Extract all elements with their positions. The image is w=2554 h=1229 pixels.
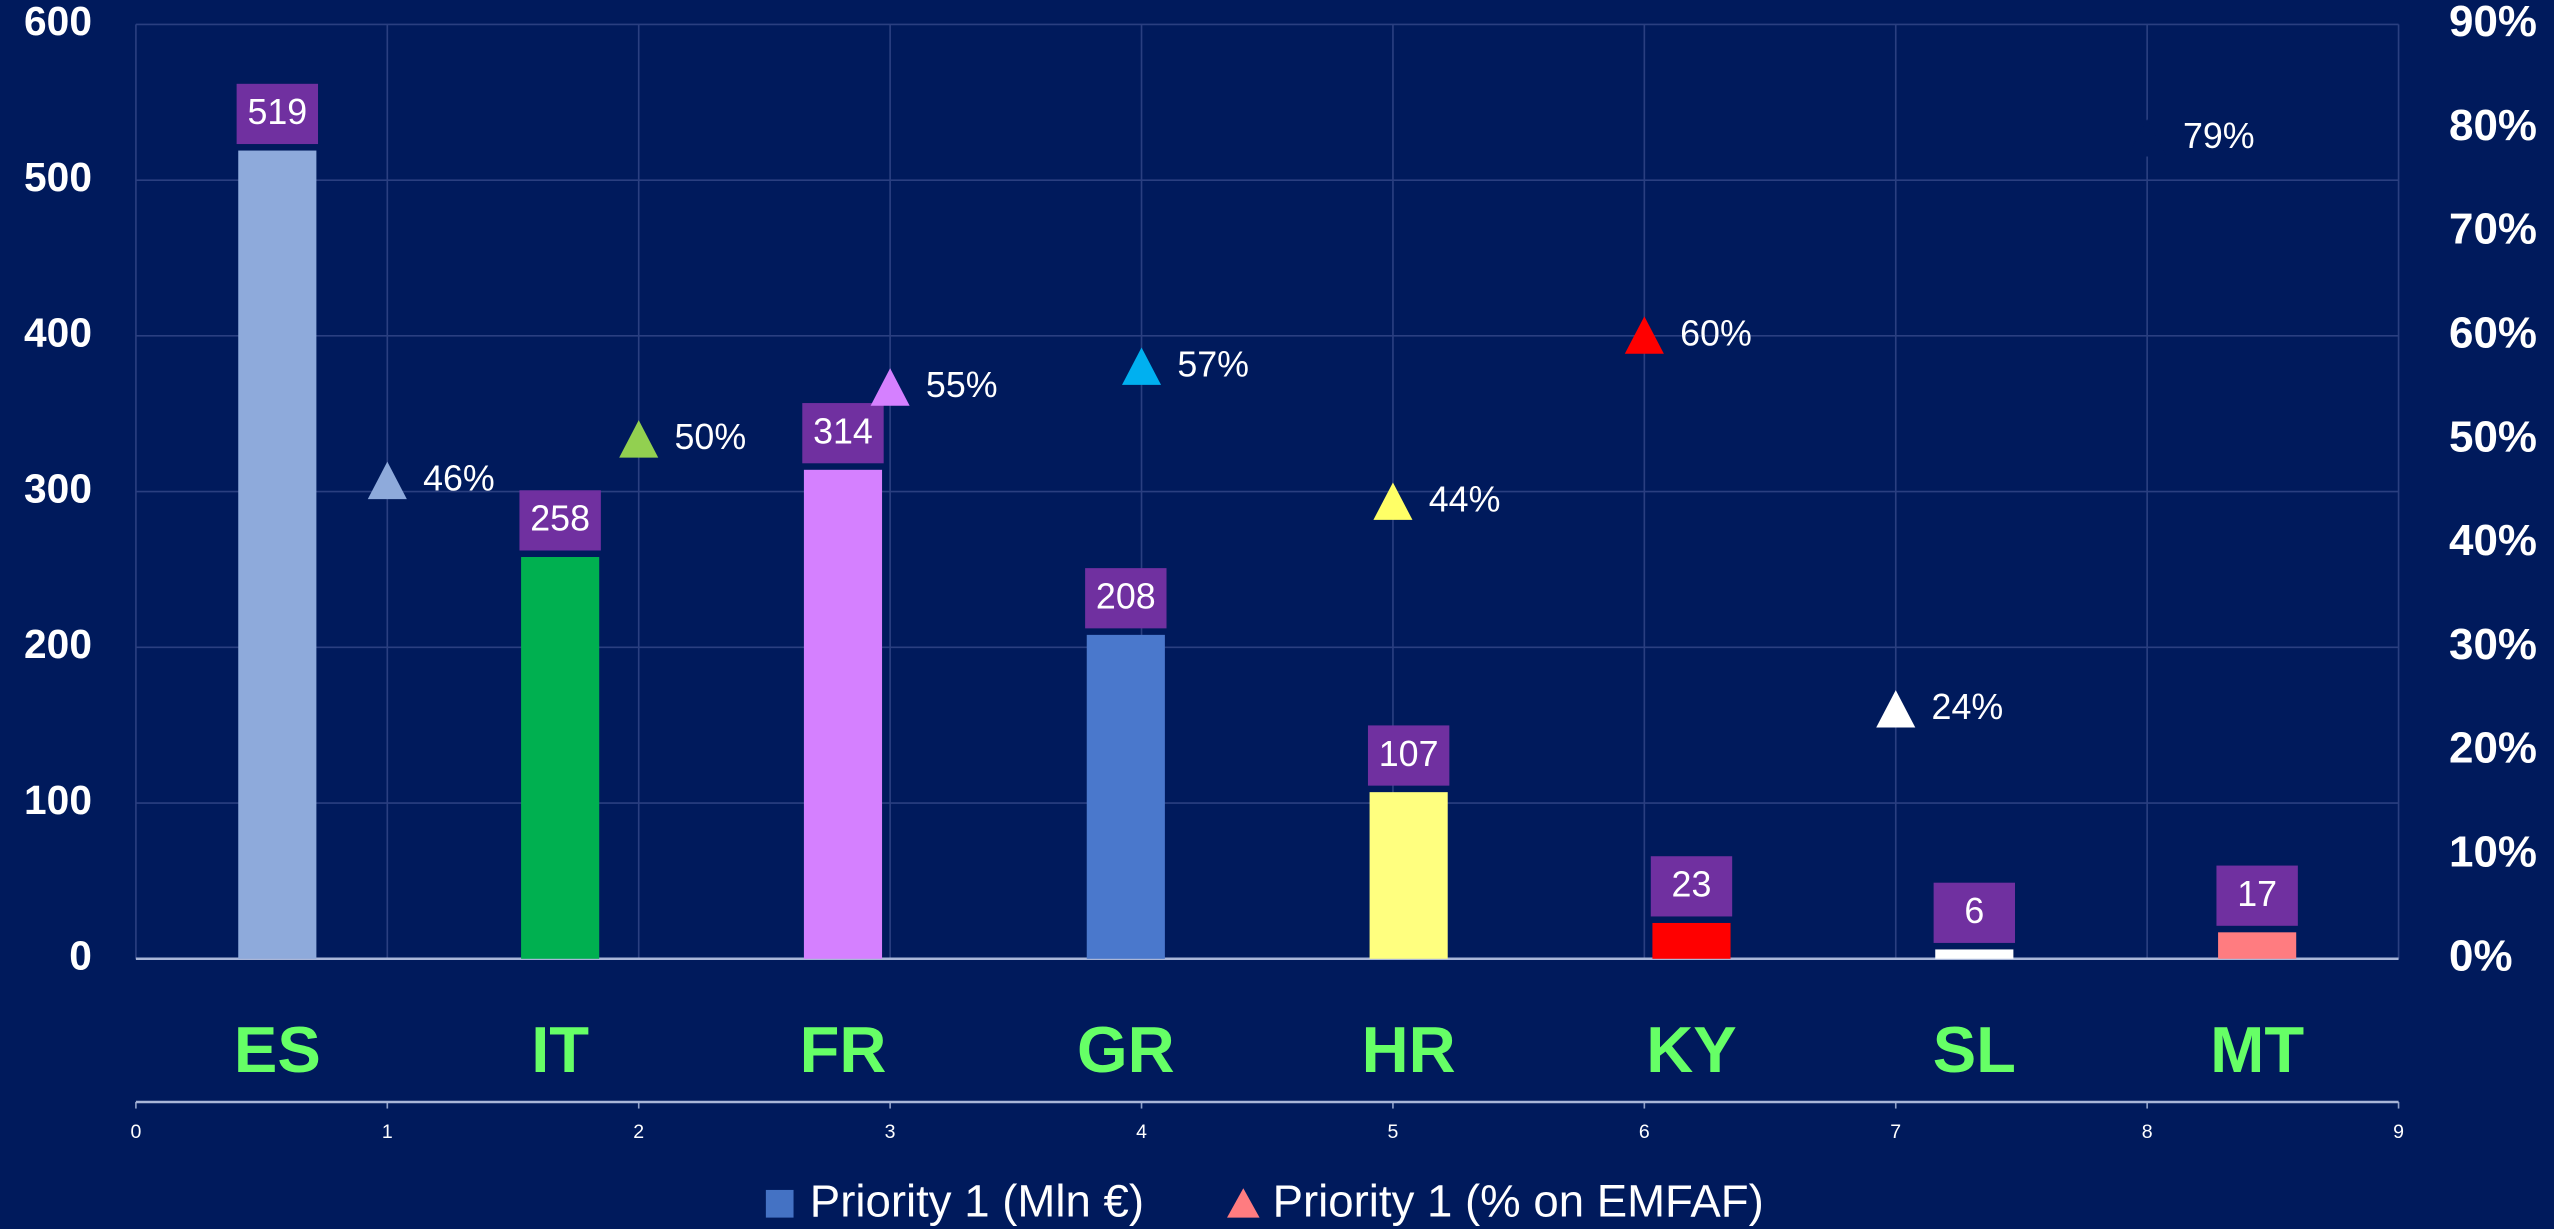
y-tick-label: 600: [24, 0, 92, 44]
data-label-box: [236, 83, 319, 145]
y2-tick-label: 40%: [2449, 516, 2537, 565]
data-label-box: [1085, 568, 1167, 629]
triangle-marker: [619, 420, 659, 458]
legend-swatch: [765, 1189, 794, 1218]
y2-tick-label: 20%: [2449, 724, 2537, 773]
y2-tick-label: 50%: [2449, 412, 2537, 461]
bar: [2218, 932, 2297, 959]
bar: [803, 469, 883, 959]
x-tick-label: 7: [1890, 1121, 1901, 1143]
x-tick-label: 6: [1639, 1121, 1650, 1143]
triangle-marker: [1121, 347, 1162, 385]
data-label: 50%: [675, 417, 747, 457]
data-label: 46%: [423, 459, 495, 499]
triangle-marker: [1624, 316, 1664, 354]
category-label: GR: [1077, 1013, 1175, 1086]
x-tick-label: 3: [885, 1121, 896, 1143]
y2-tick-label: 30%: [2449, 620, 2537, 669]
data-label: 24%: [1932, 687, 2004, 727]
y2-tick-label: 10%: [2449, 828, 2537, 877]
x-tick-label: 5: [1388, 1121, 1399, 1143]
triangle-marker: [367, 461, 407, 500]
category-label: FR: [800, 1013, 887, 1086]
category-label: HR: [1362, 1013, 1456, 1086]
legend-swatch: [1227, 1188, 1260, 1218]
x-tick-label: 4: [1136, 1121, 1147, 1143]
category-label: ES: [234, 1013, 321, 1086]
x-tick-label: 1: [382, 1121, 393, 1143]
category-label: KY: [1646, 1013, 1736, 1086]
data-label: 44%: [1429, 479, 1501, 519]
legend-label: Priority 1 (Mln €): [810, 1176, 1144, 1227]
bar: [1369, 792, 1448, 959]
data-label: 17: [2237, 874, 2277, 914]
data-label-box: [802, 403, 884, 464]
triangle-marker: [1373, 482, 1413, 520]
data-label: 60%: [1680, 313, 1752, 353]
legend-label: Priority 1 (% on EMFAF): [1273, 1176, 1764, 1227]
data-label: 55%: [926, 365, 998, 405]
data-label: 57%: [1177, 344, 1249, 384]
y2-tick-label: 90%: [2449, 0, 2537, 46]
triangle-marker: [2127, 119, 2167, 157]
data-label: 314: [813, 411, 873, 451]
bar: [1086, 634, 1165, 959]
y2-tick-label: 60%: [2449, 308, 2537, 357]
data-label-box: [1933, 882, 2016, 943]
y-tick-label: 500: [24, 154, 92, 200]
y2-tick-label: 80%: [2449, 101, 2537, 150]
data-label: 79%: [2183, 116, 2255, 156]
data-label: 208: [1096, 577, 1156, 617]
x-tick-label: 2: [633, 1121, 644, 1143]
data-label-box: [1367, 725, 1450, 786]
data-label: 107: [1379, 734, 1439, 774]
y2-tick-label: 0%: [2449, 931, 2513, 980]
bar: [1652, 922, 1731, 959]
y-tick-label: 300: [24, 465, 92, 511]
bar: [521, 557, 600, 959]
y-tick-label: 100: [24, 777, 92, 823]
data-label-box: [2216, 865, 2298, 926]
y-tick-label: 200: [24, 621, 92, 667]
bar: [1935, 949, 2014, 959]
category-label: SL: [1933, 1013, 2016, 1086]
x-tick-label: 8: [2142, 1121, 2153, 1143]
triangle-marker: [870, 368, 910, 406]
category-label: MT: [2210, 1013, 2304, 1086]
data-label: 519: [247, 92, 307, 132]
triangle-marker: [1876, 690, 1916, 728]
bar: [238, 150, 317, 959]
y2-tick-label: 70%: [2449, 205, 2537, 254]
data-label: 258: [530, 499, 590, 539]
x-tick-label: 9: [2393, 1121, 2404, 1143]
category-label: IT: [531, 1013, 589, 1086]
data-label: 23: [1672, 865, 1712, 905]
data-label: 6: [1964, 891, 1984, 931]
y-tick-label: 0: [69, 933, 92, 979]
x-tick-label: 0: [130, 1121, 141, 1143]
y-tick-label: 400: [24, 310, 92, 356]
data-label-box: [519, 490, 601, 551]
data-label-box: [1650, 856, 1733, 917]
